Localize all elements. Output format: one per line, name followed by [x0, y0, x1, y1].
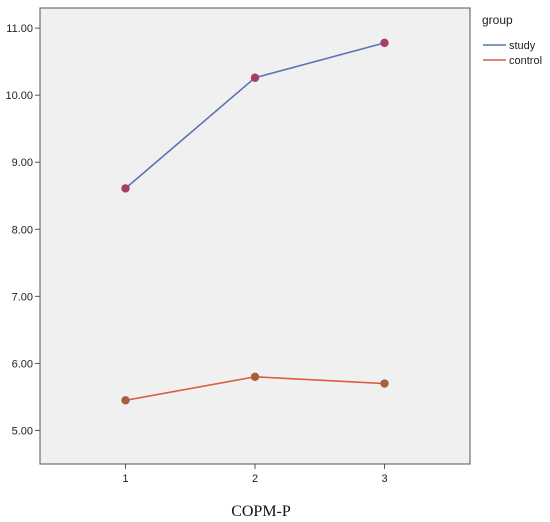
data-point-control: [380, 379, 389, 388]
data-point-study: [121, 184, 130, 193]
y-tick-label: 6.00: [12, 358, 33, 370]
legend-title: group: [482, 13, 513, 27]
series-layer: [121, 38, 389, 405]
data-point-control: [121, 396, 130, 405]
x-axis: 1 2 3: [122, 464, 388, 485]
data-point-study: [250, 73, 260, 82]
y-tick-label: 7.00: [12, 291, 33, 303]
x-tick-label: 2: [252, 473, 258, 485]
y-axis: 5.00 6.00 7.00 8.00 9.00 10.00 11.00: [5, 23, 40, 437]
legend-label-control: control: [509, 55, 542, 67]
y-tick-label: 8.00: [12, 224, 33, 236]
y-tick-label: 9.00: [12, 157, 33, 169]
x-axis-label: COPM-P: [231, 503, 291, 520]
y-tick-label: 11.00: [6, 23, 33, 35]
x-tick-label: 1: [122, 473, 128, 485]
data-point-control: [250, 372, 260, 382]
data-point-study: [380, 38, 389, 48]
legend: group study control: [482, 13, 542, 67]
y-tick-label: 5.00: [12, 425, 33, 437]
y-tick-label: 10.00: [5, 90, 33, 102]
legend-label-study: study: [509, 40, 536, 52]
x-tick-label: 3: [381, 473, 387, 485]
plot-area: [39, 7, 471, 465]
